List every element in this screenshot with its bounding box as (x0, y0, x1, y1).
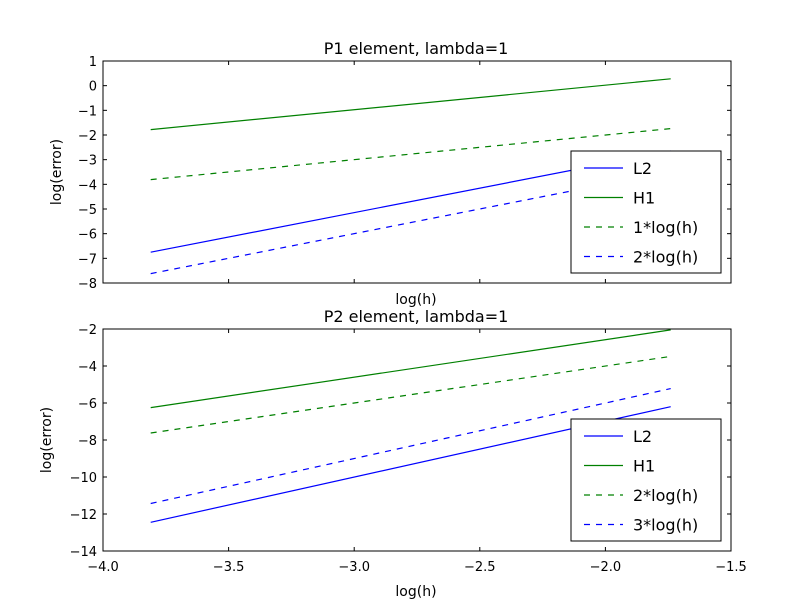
y-tick-label: −7 (78, 252, 97, 267)
y-tick-label: −12 (70, 508, 97, 523)
y-tick-label: −5 (78, 203, 97, 218)
y-tick-label: −3 (78, 154, 97, 169)
y-axis-label: log(error) (39, 407, 55, 473)
subplot-p2: P2 element, lambda=1 log(error) log(h) −… (39, 307, 747, 600)
x-axis-label: log(h) (395, 584, 436, 600)
series-line-h1 (150, 78, 671, 131)
series-line-h1 (150, 329, 671, 409)
legend: L2 H1 1*log(h) 2*log(h) (570, 150, 722, 274)
x-tick-label: −3.0 (338, 560, 370, 575)
legend-label: L2 (633, 159, 652, 178)
x-tick-label: −1.5 (715, 560, 747, 575)
x-axis-label: log(h) (395, 292, 436, 308)
series-line-2-log-h- (150, 170, 671, 275)
x-tick-label: −3.5 (213, 560, 245, 575)
legend: L2 H1 2*log(h) 3*log(h) (570, 418, 722, 542)
x-tick-label: −2.5 (464, 560, 496, 575)
y-tick-label: −10 (70, 471, 97, 486)
y-tick-label: −2 (78, 323, 97, 338)
series-line-2-log-h- (150, 355, 671, 434)
legend-label: 1*log(h) (633, 218, 698, 237)
y-tick-label: −2 (78, 129, 97, 144)
y-tick-label: −6 (78, 228, 97, 243)
y-tick-label: −8 (78, 277, 97, 292)
legend-label: 3*log(h) (633, 516, 698, 535)
y-tick-label: −4 (78, 360, 97, 375)
y-tick-label: −14 (70, 545, 97, 560)
legend-frame (570, 418, 722, 542)
y-tick-label: −6 (78, 397, 97, 412)
subplot-p1: P1 element, lambda=1 log(error) log(h) 1… (49, 39, 732, 308)
series-line-3-log-h- (150, 388, 671, 505)
y-tick-label: 0 (89, 80, 97, 95)
y-tick-label: 1 (89, 55, 97, 70)
plot-frame (102, 60, 732, 284)
series-line-1-log-h- (150, 128, 671, 181)
y-tick-label: −4 (78, 178, 97, 193)
legend-frame (570, 150, 722, 274)
legend-label: H1 (633, 189, 655, 208)
legend-label: 2*log(h) (633, 248, 698, 267)
y-tick-label: −1 (78, 104, 97, 119)
chart-title: P2 element, lambda=1 (324, 307, 509, 326)
chart-title: P1 element, lambda=1 (324, 39, 509, 58)
legend-label: L2 (633, 427, 652, 446)
y-tick-label: −8 (78, 434, 97, 449)
y-axis-label: log(error) (49, 139, 65, 205)
legend-label: 2*log(h) (633, 486, 698, 505)
x-tick-label: −2.0 (590, 560, 622, 575)
legend-label: H1 (633, 457, 655, 476)
x-tick-label: −4.0 (87, 560, 119, 575)
